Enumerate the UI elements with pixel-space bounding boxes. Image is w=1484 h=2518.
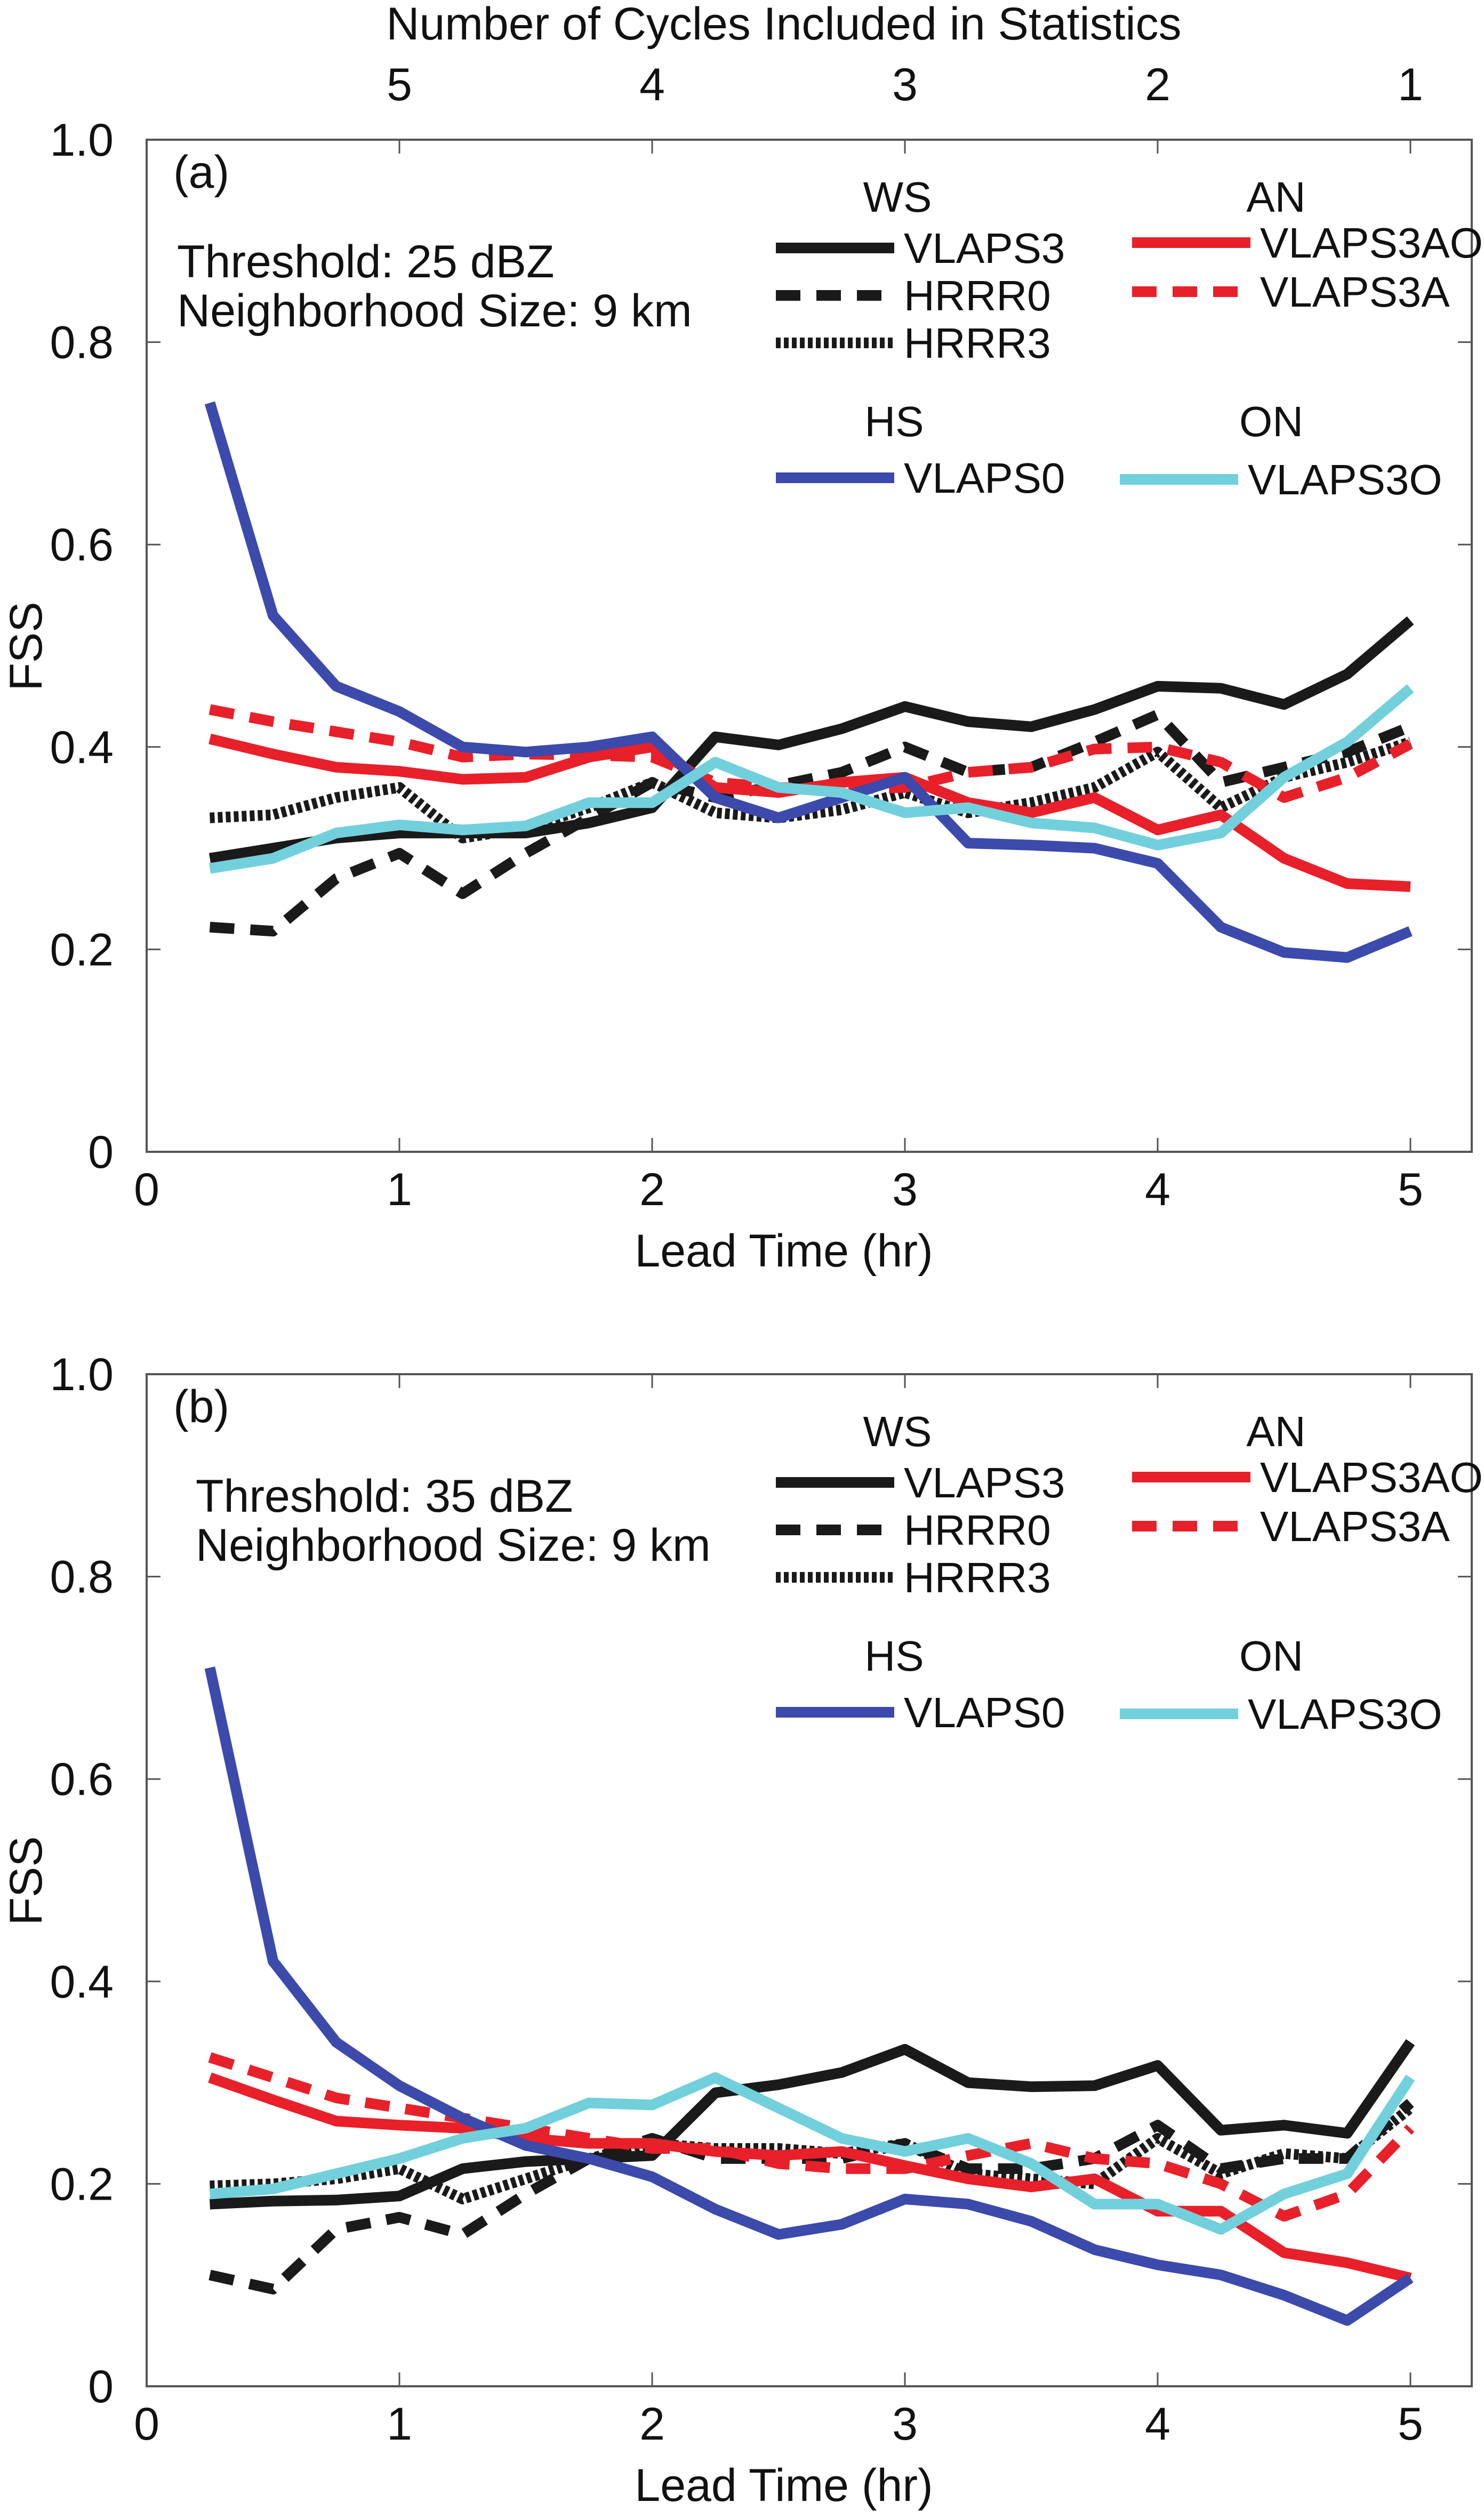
legend-group-title: WS — [863, 1408, 932, 1455]
legend-label: VLAPS3 — [904, 224, 1065, 272]
top-axis-tick-label: 5 — [387, 59, 412, 110]
legend-label: VLAPS3O — [1248, 456, 1442, 503]
y-tick-label: 0.2 — [50, 2159, 114, 2210]
x-tick-label: 3 — [892, 2399, 918, 2450]
neighborhood-annotation: Neighborhood Size: 9 km — [177, 285, 692, 336]
legend-label: VLAPS0 — [904, 1689, 1065, 1736]
legend-label: HRRR3 — [904, 1554, 1051, 1601]
y-tick-label: 1.0 — [50, 1349, 114, 1400]
legend-label: VLAPS3O — [1248, 1690, 1442, 1738]
y-axis-label: FSS — [1, 1836, 52, 1925]
y-tick-label: 1.0 — [50, 115, 114, 166]
top-axis-tick-label: 4 — [639, 59, 665, 110]
legend-label: HRRR0 — [904, 272, 1051, 319]
y-tick-label: 0.4 — [50, 722, 114, 773]
x-tick-label: 1 — [387, 1164, 412, 1215]
x-tick-label: 4 — [1145, 1164, 1170, 1215]
y-tick-label: 0.6 — [50, 1754, 114, 1805]
x-tick-label: 0 — [134, 1164, 159, 1215]
series-line-vlaps3 — [210, 2039, 1415, 2210]
legend-label: HRRR0 — [904, 1506, 1051, 1554]
y-tick-label: 0.8 — [50, 1552, 114, 1603]
legend-group-title: HS — [864, 398, 924, 445]
y-tick-label: 0.6 — [50, 519, 114, 571]
series-line-hrrr3 — [210, 736, 1413, 844]
legend-label: VLAPS3AO — [1260, 1454, 1483, 1501]
x-tick-label: 2 — [639, 2399, 665, 2450]
plot-frame — [146, 139, 1473, 1153]
y-tick-label: 0 — [88, 1127, 114, 1178]
x-tick-label: 3 — [892, 1164, 918, 1215]
legend-group-title: ON — [1239, 1632, 1303, 1680]
panel-b: 0 1 2 3 4 5 0 0.2 0.4 0.6 0.8 1.0 Lead Time (hr) FSS (… — [1, 1349, 1483, 2511]
y-tick-label: 0.8 — [50, 317, 114, 368]
series-line-vlaps3o — [209, 2072, 1415, 2235]
series-line-vlaps0 — [204, 401, 1413, 963]
legend-label: VLAPS3 — [904, 1459, 1065, 1506]
y-axis-label: FSS — [1, 602, 52, 691]
x-axis-label: Lead Time (hr) — [635, 1225, 933, 1277]
panel-a: 0 1 2 3 4 5 0 0.2 0.4 0.6 0.8 1.0 Lead Time (hr) FSS (… — [1, 115, 1483, 1277]
legend-label: HRRR3 — [904, 319, 1051, 367]
y-tick-label: 0 — [88, 2361, 114, 2412]
legend-group-title: AN — [1246, 173, 1305, 221]
plot-frame — [146, 1373, 1473, 2387]
neighborhood-annotation: Neighborhood Size: 9 km — [196, 1520, 711, 1571]
legend-label: VLAPS3A — [1260, 268, 1450, 316]
top-axis-tick-label: 1 — [1398, 59, 1423, 110]
panel-tag: (b) — [173, 1381, 229, 1432]
panel-tag: (a) — [173, 147, 229, 198]
x-tick-label: 2 — [639, 1164, 665, 1215]
legend-group-title: AN — [1246, 1408, 1305, 1455]
threshold-annotation: Threshold: 35 dBZ — [196, 1471, 573, 1522]
series-line-vlaps3 — [208, 616, 1414, 864]
legend-group-title: ON — [1239, 398, 1303, 445]
series-line-vlaps3ao — [208, 2072, 1412, 2283]
legend-group-title: HS — [864, 1632, 924, 1680]
x-tick-label: 4 — [1145, 2399, 1170, 2450]
legend-label: VLAPS3A — [1260, 1503, 1450, 1550]
legend-group-title: WS — [863, 173, 932, 221]
y-tick-label: 0.4 — [50, 1956, 114, 2008]
series-line-vlaps0 — [204, 1666, 1414, 2326]
x-tick-label: 0 — [134, 2399, 159, 2450]
series-line-vlaps3a — [208, 2052, 1415, 2222]
series-line-hrrr0 — [209, 709, 1413, 937]
top-axis-tick-label: 2 — [1145, 59, 1170, 110]
x-tick-label: 5 — [1398, 2399, 1423, 2450]
x-tick-label: 1 — [387, 2399, 412, 2450]
top-axis-tick-label: 3 — [892, 59, 918, 110]
x-axis-label: Lead Time (hr) — [635, 2460, 933, 2511]
legend-label: VLAPS3AO — [1260, 219, 1483, 267]
threshold-annotation: Threshold: 25 dBZ — [177, 236, 554, 287]
top-axis-title: Number of Cycles Included in Statistics — [386, 0, 1181, 50]
x-tick-label: 5 — [1398, 1164, 1423, 1215]
y-tick-label: 0.2 — [50, 924, 114, 975]
series-line-vlaps3o — [208, 684, 1414, 874]
legend-label: VLAPS0 — [904, 454, 1065, 502]
